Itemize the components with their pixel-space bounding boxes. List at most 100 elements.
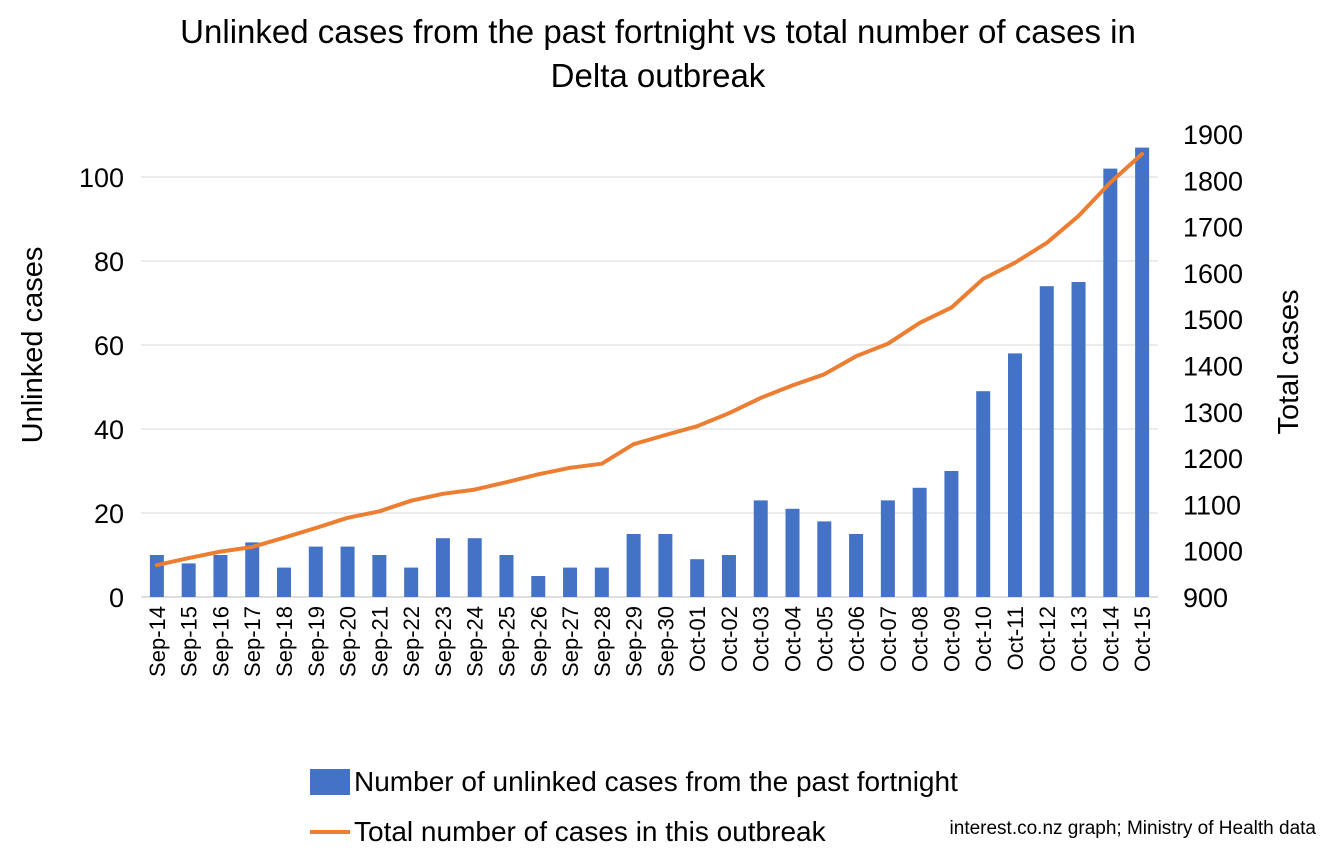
x-tick-label: Sep-25 [494,606,519,677]
bar-oct-01 [690,559,705,597]
right-y-tick-label: 1200 [1183,444,1243,474]
line-point-oct-03 [760,397,762,399]
right-y-tick-label: 1800 [1183,166,1243,196]
line-point-sep-27 [569,467,571,469]
bar-oct-06 [849,534,864,597]
x-tick-label: Oct-14 [1098,606,1123,672]
bar-sep-16 [213,555,228,597]
x-tick-label: Oct-09 [939,606,964,672]
bar-oct-14 [1103,168,1118,597]
bar-sep-14 [149,555,164,597]
x-tick-label: Oct-10 [971,606,996,672]
x-tick-label: Oct-01 [685,606,710,672]
bar-sep-28 [594,567,609,597]
x-tick-label: Sep-18 [272,606,297,677]
bar-sep-26 [531,576,546,597]
bar-series [149,147,1150,597]
bar-oct-05 [817,521,832,597]
bar-oct-15 [1135,147,1150,597]
line-point-oct-02 [728,412,730,414]
x-tick-label: Sep-16 [208,606,233,677]
x-tick-label: Sep-26 [526,606,551,677]
x-tick-label: Sep-28 [590,606,615,677]
x-tick-label: Oct-05 [812,606,837,672]
right-y-tick-label: 900 [1183,583,1228,613]
bar-sep-27 [563,567,578,597]
bar-oct-09 [944,471,959,597]
line-point-sep-23 [442,493,444,495]
line-point-oct-10 [982,278,984,280]
line-point-sep-16 [219,551,221,553]
x-tick-label: Sep-21 [367,606,392,677]
left-y-tick-label: 80 [94,247,124,277]
x-tick-label: Sep-17 [240,606,265,677]
line-point-oct-14 [1109,182,1111,184]
bar-oct-10 [976,391,991,597]
right-y-tick-label: 1700 [1183,213,1243,243]
bar-oct-12 [1039,286,1054,597]
line-point-sep-17 [251,546,253,548]
line-point-oct-06 [855,355,857,357]
line-point-sep-28 [601,463,603,465]
legend-item-bars: Number of unlinked cases from the past f… [310,757,958,807]
legend-item-line: Total number of cases in this outbreak [310,807,958,857]
x-tick-label: Sep-23 [431,606,456,677]
x-tick-label: Sep-22 [399,606,424,677]
x-tick-label: Oct-06 [844,606,869,672]
bar-sep-24 [467,538,482,597]
left-y-axis-title: Unlinked cases [17,247,49,444]
left-y-axis-ticks: 0 20 40 60 80 100 [79,163,124,613]
left-y-tick-label: 0 [109,583,124,613]
right-y-tick-label: 1100 [1183,490,1241,520]
bar-sep-23 [435,538,450,597]
line-point-oct-07 [887,343,889,345]
x-tick-label: Oct-03 [749,606,774,672]
x-tick-label: Sep-14 [145,606,170,677]
x-tick-label: Oct-11 [1003,606,1028,670]
bar-oct-13 [1071,282,1086,597]
legend-label-line: Total number of cases in this outbreak [354,816,826,847]
legend: Number of unlinked cases from the past f… [310,757,958,857]
chart-title: Unlinked cases from the past fortnight v… [180,13,1136,94]
left-y-tick-label: 20 [94,499,124,529]
line-point-oct-08 [919,322,921,324]
legend-bar-swatch [310,769,350,795]
legend-label-bars: Number of unlinked cases from the past f… [354,766,958,797]
x-tick-label: Oct-08 [908,606,933,672]
legend-line-swatch [310,830,350,834]
x-tick-label: Sep-15 [177,606,202,677]
right-y-tick-label: 1900 [1183,120,1243,150]
line-point-oct-05 [823,373,825,375]
bar-oct-07 [880,500,895,597]
bar-sep-29 [626,534,641,597]
right-y-tick-label: 1600 [1183,259,1243,289]
x-tick-label: Sep-24 [463,606,488,677]
bar-sep-21 [372,555,387,597]
x-tick-label: Sep-20 [336,606,361,677]
x-tick-label: Oct-13 [1067,606,1092,672]
right-y-tick-label: 1400 [1183,352,1243,382]
left-y-tick-label: 40 [94,415,124,445]
line-point-sep-21 [378,510,380,512]
bar-sep-18 [277,567,292,597]
x-axis-ticks: Sep-14 Sep-15 Sep-16 Sep-17 Sep-18 Sep-19 Sep-… [145,606,1155,677]
x-tick-label: Oct-07 [876,606,901,672]
x-tick-label: Oct-04 [781,606,806,672]
bar-sep-25 [499,555,514,597]
bar-sep-17 [245,542,260,597]
line-point-sep-24 [474,489,476,491]
right-y-axis-title: Total cases [1273,289,1305,434]
x-tick-label: Oct-12 [1035,606,1060,672]
line-point-oct-15 [1141,153,1143,155]
right-y-axis-ticks: 900 1000 1100 1200 1300 1400 1500 1600 1700 1800 1… [1183,120,1243,613]
line-point-sep-15 [188,557,190,559]
right-y-tick-label: 1500 [1183,305,1243,335]
bar-oct-03 [753,500,768,597]
line-point-sep-26 [537,473,539,475]
total-cases-line [154,151,1145,568]
bar-oct-11 [1007,353,1022,597]
left-y-tick-label: 60 [94,331,124,361]
line-point-sep-30 [664,434,666,436]
bar-sep-19 [308,546,323,597]
line-point-oct-12 [1046,242,1048,244]
